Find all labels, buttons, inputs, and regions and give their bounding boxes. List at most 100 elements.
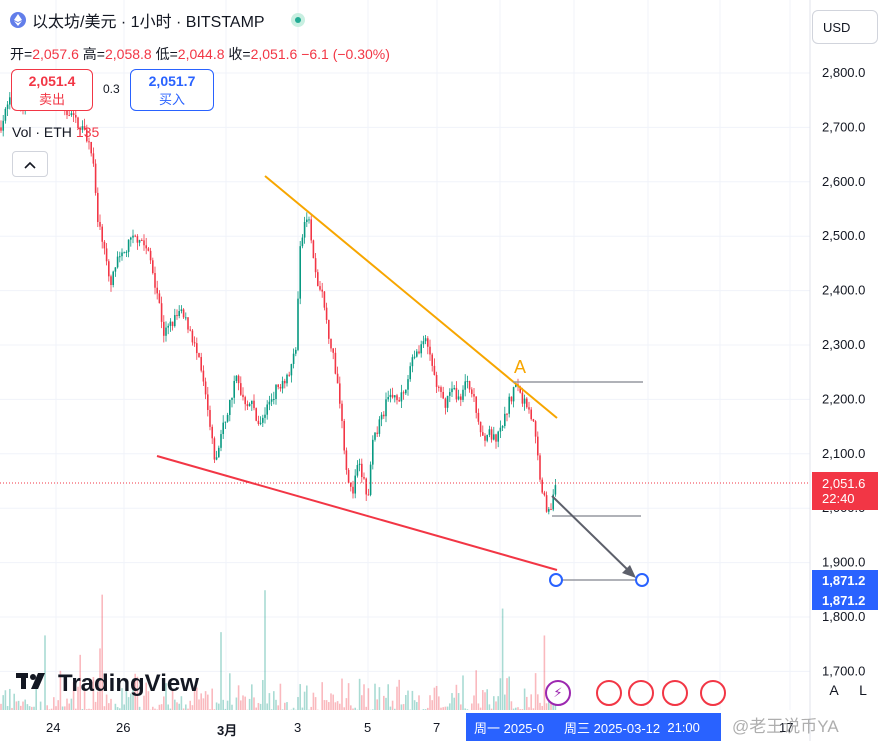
candle-body [105,248,108,262]
volume-bar [523,688,526,710]
volume-bar [171,689,174,710]
volume-bar [108,703,110,710]
range-end-label[interactable]: 周三 2025-03-12 21:00 [556,713,721,741]
candle-body [334,352,337,374]
candle-body [0,127,2,131]
market-status-icon[interactable] [290,13,305,27]
candle-body [521,392,524,404]
log-scale-button[interactable]: L [859,682,867,698]
candle-body [72,113,75,115]
tradingview-logo[interactable]: TradingView [16,670,199,698]
us-flag-icon[interactable] [662,680,688,706]
candle-body [147,248,150,251]
volume-bar [457,693,460,710]
us-flag-icon[interactable] [628,680,654,706]
volume-legend[interactable]: Vol · ETH 135 [12,124,99,140]
candle-body [213,438,216,460]
volume-bar [422,709,425,710]
volume-bar [167,704,169,710]
bar-countdown: 22:40 [822,491,855,506]
x-axis-label: 17 [779,720,794,735]
volume-bar [180,696,183,710]
sell-button[interactable]: 2,051.4 卖出 [11,69,93,111]
volume-bar [6,706,9,710]
projection-arrow[interactable] [551,495,631,573]
sell-label: 卖出 [38,91,65,107]
candle-body [156,287,158,294]
annotation-label-a: A [514,357,526,377]
candle-body [97,192,99,222]
candle-body [537,436,539,456]
volume-bar [97,691,99,710]
candle-body [394,395,396,398]
candle-body [438,386,440,388]
volume-bar [501,608,504,710]
candle-body [220,434,222,448]
candle-body [356,465,359,476]
candle-body [457,396,460,400]
volume-bar [460,704,462,710]
us-flag-icon[interactable] [596,680,622,706]
x-axis-label: 5 [364,720,372,735]
last-price: 2,051.6 [822,476,866,491]
candle-body [497,431,499,442]
volume-bar [92,677,95,710]
candle-body [268,401,271,405]
candle-body [548,509,550,512]
event-flash-icon[interactable]: ⚡ [545,680,571,706]
candle-body [444,398,447,408]
volume-bar [163,696,165,710]
projection-handle-right[interactable] [635,573,649,587]
support-trendline[interactable] [156,455,558,571]
buy-button[interactable]: 2,051.7 买入 [130,69,214,111]
candle-body [554,485,557,495]
volume-bar [231,704,233,710]
volume-bar [493,696,495,710]
currency-button[interactable]: USD [812,10,878,44]
projection-handle-left[interactable] [549,573,563,587]
candle-body [86,129,88,142]
volume-bar [438,696,440,710]
candle-body [312,240,315,259]
candle-body [273,399,275,401]
volume-bar [363,684,365,710]
volume-bar [9,688,11,710]
volume-bar [123,704,125,710]
candle-body [299,246,301,299]
candle-body [475,396,477,413]
candle-body [207,394,209,410]
volume-bar [517,707,519,710]
resistance-trendline[interactable] [264,175,558,419]
volume-bar [99,648,101,710]
y-tick-label: 1,900.0 [822,555,865,570]
collapse-legend-button[interactable] [12,151,48,177]
candle-body [202,370,205,382]
range-start-label[interactable]: 周一 2025-0 [466,713,556,741]
volume-bar [187,708,189,710]
volume-bar [90,709,92,710]
last-price-tag: 2,051.6 22:40 [812,472,878,510]
candle-body [539,455,541,480]
watermark-text: @老王说币YA [732,717,839,736]
price-axis[interactable]: 2,800.0 2,700.0 2,600.0 2,500.0 2,400.0 2,300… [822,65,865,678]
candle-body [160,303,163,322]
candle-body [141,240,143,242]
volume-bar [273,691,275,710]
volume-bar [446,706,449,710]
candle-body [506,413,508,415]
volume-bar [4,690,7,710]
volume-bar [88,708,90,710]
candle-body [372,439,374,465]
volume-bar [262,680,264,710]
volume-bar [510,701,513,710]
candle-body [88,141,90,143]
candle-body [262,417,264,423]
candle-body [306,219,308,222]
candle-body [501,425,504,428]
symbol-title[interactable]: 以太坊/美元 · 1小时 · BITSTAMP [32,14,265,31]
us-flag-icon[interactable] [700,680,726,706]
volume-bar [244,696,246,710]
volume-bar [475,670,477,710]
auto-scale-button[interactable]: A [829,682,839,698]
